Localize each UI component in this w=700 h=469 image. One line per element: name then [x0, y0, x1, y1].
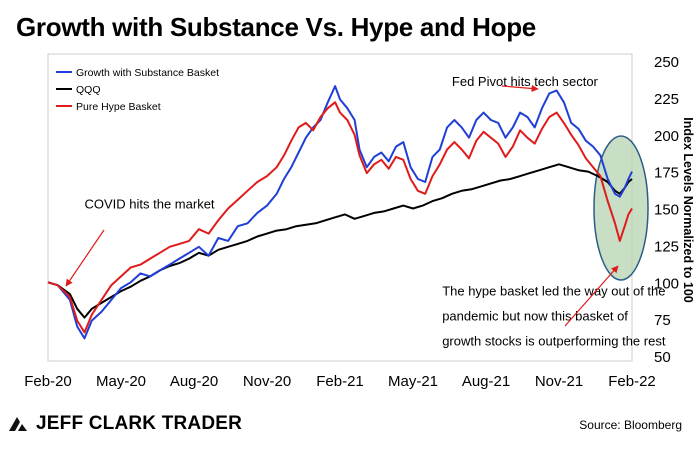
x-tick-label: Feb-20: [24, 373, 72, 390]
x-tick-label: May-20: [96, 373, 146, 390]
hype-basket-arrow: [564, 265, 619, 327]
brand-name: JEFF CLARK TRADER: [36, 413, 243, 434]
legend: Growth with Substance Basket QQQ Pure Hype…: [56, 67, 219, 113]
y-tick-label: 100: [654, 275, 679, 292]
y-tick-label: 250: [654, 54, 679, 71]
x-tick-label: Feb-21: [316, 373, 364, 390]
axes: 50 75 100 125 150 175 200 225 250 Feb-20 May-20 Aug…: [24, 54, 695, 390]
brand-mark-icon: [9, 417, 27, 431]
legend-label-growth-with-substance-basket: Growth with Substance Basket: [76, 67, 219, 79]
x-tick-label: Nov-21: [535, 373, 583, 390]
annotations: Fed Pivot hits tech sector COVID hits the…: [85, 74, 666, 349]
y-tick-label: 200: [654, 128, 679, 145]
series-line-pure-hype-basket: [47, 101, 633, 334]
highlight-ellipse: [593, 135, 649, 281]
x-tick-label: Aug-21: [462, 373, 510, 390]
y-tick-label: 225: [654, 91, 679, 108]
covid-arrow: [65, 229, 105, 287]
series-layer: [47, 85, 633, 340]
x-tick-label: May-21: [388, 373, 438, 390]
legend-label-qqq: QQQ: [76, 84, 101, 96]
annotation-text: The hype basket led the way out of the: [442, 284, 665, 299]
series-line-growth-with-substance-basket: [47, 85, 633, 340]
y-tick-label: 75: [654, 312, 671, 329]
x-tick-label: Feb-22: [608, 373, 656, 390]
series-line-qqq: [47, 163, 633, 319]
brand-logo: JEFF CLARK TRADER: [8, 413, 242, 435]
annotation-text: COVID hits the market: [85, 197, 215, 212]
source-note: Source: Bloomberg: [579, 418, 682, 432]
annotation-text: Fed Pivot hits tech sector: [452, 74, 599, 89]
chart-title: Growth with Substance Vs. Hype and Hope: [16, 12, 536, 42]
y-tick-label: 150: [654, 202, 679, 219]
y-tick-label: 125: [654, 238, 679, 255]
legend-label-pure-hype-basket: Pure Hype Basket: [76, 101, 161, 113]
annotation-text: growth stocks is outperforming the rest: [442, 334, 666, 349]
x-tick-label: Nov-20: [243, 373, 291, 390]
y-tick-label: 175: [654, 165, 679, 182]
fed-pivot-arrow: [501, 84, 539, 93]
annotation-text: pandemic but now this basket of: [442, 309, 628, 324]
x-tick-label: Aug-20: [170, 373, 218, 390]
y-tick-label: 50: [654, 349, 671, 366]
y-axis-label: Index Levels Normalized to 100: [681, 117, 695, 303]
